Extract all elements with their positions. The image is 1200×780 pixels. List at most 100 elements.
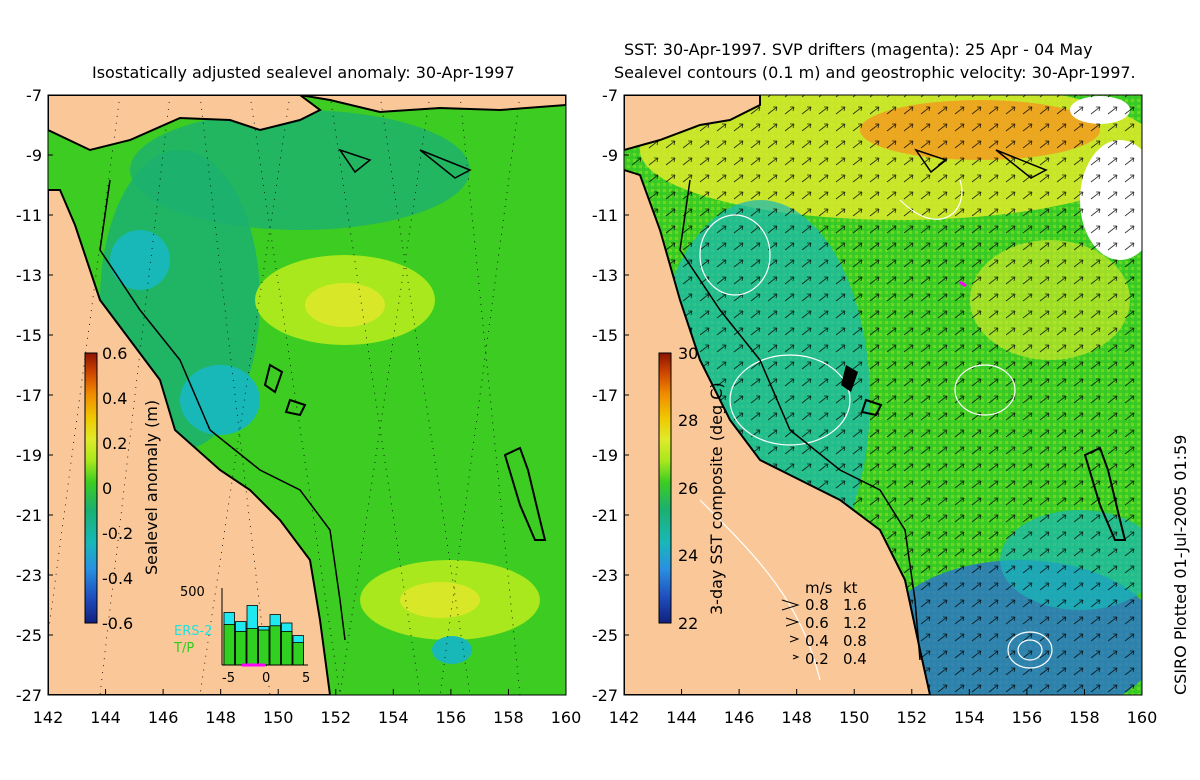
longitude-tick-label: 152 [321,708,352,727]
latitude-tick-label: -11 [592,206,618,225]
latitude-tick-label: -21 [592,506,618,525]
longitude-tick-label: 148 [205,708,236,727]
latitude-tick-label: -25 [16,626,42,645]
latitude-tick-label: -23 [592,566,618,585]
island [841,365,858,392]
latitude-tick-label: -23 [16,566,42,585]
new-guinea-landmass [48,95,566,152]
track-histogram: 500 ERS-2 T/P -5 0 5 [173,585,310,686]
longitude-tick-label: 154 [378,708,409,727]
cb-tick-label: -0.4 [102,569,133,588]
longitude-tick-label: 156 [436,708,467,727]
legend-ers2: ERS-2 [174,624,212,639]
right-longitude-axis: 142 144 146 148 150 152 154 156 158 160 [609,689,1158,727]
velocity-key-arrow [781,599,800,611]
longitude-tick-label: 158 [1069,708,1100,727]
histogram-bar-tp [292,642,304,666]
latitude-tick-label: -7 [602,86,618,105]
latitude-tick-label: -17 [16,386,42,405]
longitude-tick-label: 146 [148,708,179,727]
new-guinea-landmass [624,95,761,152]
teal-anomaly-south [432,636,472,664]
latitude-tick-label: -11 [16,206,42,225]
latitude-tick-label: -15 [592,326,618,345]
sst-colorbar-label: 3-day SST composite (deg C) [707,382,726,615]
longitude-tick-label: 142 [609,708,640,727]
histogram-bar-tp [281,631,293,666]
australia-landmass [624,168,932,695]
cb-tick-label: -0.6 [102,614,133,633]
histogram-xtick: -5 [222,671,235,686]
longitude-tick-label: 142 [33,708,64,727]
velocity-key-kt: 1.2 [843,614,867,632]
latitude-tick-label: -27 [592,686,618,705]
island [860,398,883,417]
histogram-bar-tp [246,628,258,666]
latitude-tick-label: -19 [16,446,42,465]
cb-tick-label: 30 [678,344,698,363]
longitude-tick-label: 148 [781,708,812,727]
velocity-key-kt: 0.4 [843,650,867,668]
right-map-title-line1: SST: 30-Apr-1997. SVP drifters (magenta)… [624,40,1093,59]
australia-landmass [48,189,332,695]
island [338,148,372,174]
island [1083,446,1127,541]
velocity-key-ms: 0.4 [805,632,829,650]
latitude-tick-label: -19 [592,446,618,465]
positive-anomaly-south-core [400,582,480,618]
negative-anomaly-center [180,365,260,435]
right-map [624,95,1142,695]
island [419,149,472,179]
histogram-ymax-label: 500 [180,585,205,600]
latitude-tick-label: -27 [16,686,42,705]
sealevel-contours [699,179,1053,681]
longitude-tick-label: 144 [666,708,697,727]
sst-colorbar [658,352,672,624]
velocity-key-ms: 0.2 [805,650,829,668]
island [284,398,307,417]
latitude-tick-label: -13 [592,266,618,285]
island [914,148,948,174]
velocity-key-ms: 0.6 [805,614,829,632]
latitude-tick-label: -21 [16,506,42,525]
shelf-edge-contour [99,179,346,641]
longitude-tick-label: 152 [897,708,928,727]
right-latitude-axis: -7 -9 -11 -13 -15 -17 -19 -21 -23 -25 -27 [592,86,629,705]
island [263,363,284,394]
left-map [48,95,566,695]
longitude-tick-label: 160 [551,708,582,727]
longitude-tick-label: 156 [1012,708,1043,727]
island [995,149,1048,179]
histogram-bars [223,605,304,666]
latitude-tick-label: -25 [592,626,618,645]
latitude-tick-label: -9 [602,146,618,165]
velocity-key-arrow [785,617,800,627]
plot-credit: CSIRO Plotted 01-Jul-2005 01:59 [1171,435,1190,695]
right-map-title-line2: Sealevel contours (0.1 m) and geostrophi… [614,63,1136,82]
longitude-tick-label: 150 [263,708,294,727]
histogram-xtick: 0 [262,671,270,686]
cb-tick-label: 0.2 [102,434,127,453]
left-map-title: Isostatically adjusted sealevel anomaly:… [92,63,515,82]
island [503,446,547,541]
latitude-tick-label: -7 [26,86,42,105]
left-latitude-axis: -7 -9 -11 -13 -15 -17 -19 -21 -23 -25 -27 [16,86,53,705]
velocity-key-kt: 1.6 [843,596,867,614]
histogram-xtick: 5 [302,671,310,686]
longitude-tick-label: 160 [1127,708,1158,727]
negative-anomaly-west [110,230,170,290]
cb-tick-label: 0 [102,479,112,498]
velocity-key: m/s kt 0.8 1.6 0.6 1.2 0.4 0.8 0.2 0.4 [781,579,867,668]
longitude-tick-label: 146 [724,708,755,727]
longitude-tick-label: 150 [839,708,870,727]
velocity-key-arrow [792,654,800,660]
velocity-key-kt: 0.8 [843,632,867,650]
cb-tick-label: 0.4 [102,389,127,408]
cb-tick-label: 24 [678,546,698,565]
longitude-tick-label: 144 [90,708,121,727]
latitude-tick-label: -15 [16,326,42,345]
positive-anomaly-core [305,283,385,327]
latitude-tick-label: -17 [592,386,618,405]
velocity-key-ms: 0.8 [805,596,829,614]
